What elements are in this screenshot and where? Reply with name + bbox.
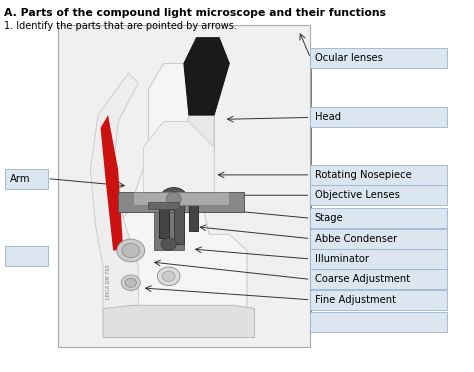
FancyBboxPatch shape [174, 199, 184, 244]
Circle shape [157, 267, 180, 286]
FancyBboxPatch shape [310, 312, 447, 332]
FancyBboxPatch shape [148, 202, 179, 209]
FancyBboxPatch shape [5, 169, 48, 189]
Circle shape [125, 278, 137, 287]
FancyBboxPatch shape [310, 185, 447, 205]
FancyBboxPatch shape [310, 269, 447, 289]
Text: Stage: Stage [315, 213, 343, 223]
Text: Arm: Arm [10, 174, 30, 184]
FancyBboxPatch shape [159, 199, 169, 238]
FancyBboxPatch shape [310, 208, 447, 228]
Text: A. Parts of the compound light microscope and their functions: A. Parts of the compound light microscop… [4, 8, 386, 18]
Text: Coarse Adjustment: Coarse Adjustment [315, 275, 410, 284]
FancyBboxPatch shape [133, 192, 229, 205]
FancyBboxPatch shape [57, 25, 310, 347]
Circle shape [121, 275, 140, 291]
FancyBboxPatch shape [310, 165, 447, 185]
Circle shape [161, 238, 176, 250]
Text: Head: Head [315, 112, 341, 122]
Polygon shape [100, 115, 123, 250]
Circle shape [122, 243, 140, 258]
Circle shape [166, 193, 182, 205]
Text: Abbe Condenser: Abbe Condenser [315, 234, 397, 244]
Polygon shape [108, 64, 247, 331]
FancyBboxPatch shape [310, 290, 447, 310]
Polygon shape [184, 38, 229, 115]
Text: Fine Adjustment: Fine Adjustment [315, 295, 396, 305]
FancyBboxPatch shape [310, 48, 447, 68]
FancyBboxPatch shape [154, 212, 184, 250]
Polygon shape [164, 115, 214, 154]
FancyBboxPatch shape [310, 229, 447, 248]
Circle shape [163, 271, 175, 282]
Text: Ocular lenses: Ocular lenses [315, 53, 383, 63]
Circle shape [117, 239, 145, 262]
FancyBboxPatch shape [310, 249, 447, 269]
FancyBboxPatch shape [310, 108, 447, 128]
Circle shape [160, 187, 188, 210]
Polygon shape [144, 122, 214, 192]
Polygon shape [103, 305, 255, 337]
Text: LEICA DM 750: LEICA DM 750 [106, 264, 110, 299]
Polygon shape [91, 73, 138, 315]
Text: Rotating Nosepiece: Rotating Nosepiece [315, 170, 411, 180]
Text: 1. Identify the parts that are pointed by arrows.: 1. Identify the parts that are pointed b… [4, 21, 237, 31]
FancyBboxPatch shape [189, 199, 198, 231]
Text: Objective Lenses: Objective Lenses [315, 190, 400, 200]
Text: Illuminator: Illuminator [315, 254, 369, 264]
FancyBboxPatch shape [5, 246, 48, 266]
FancyBboxPatch shape [118, 192, 245, 212]
